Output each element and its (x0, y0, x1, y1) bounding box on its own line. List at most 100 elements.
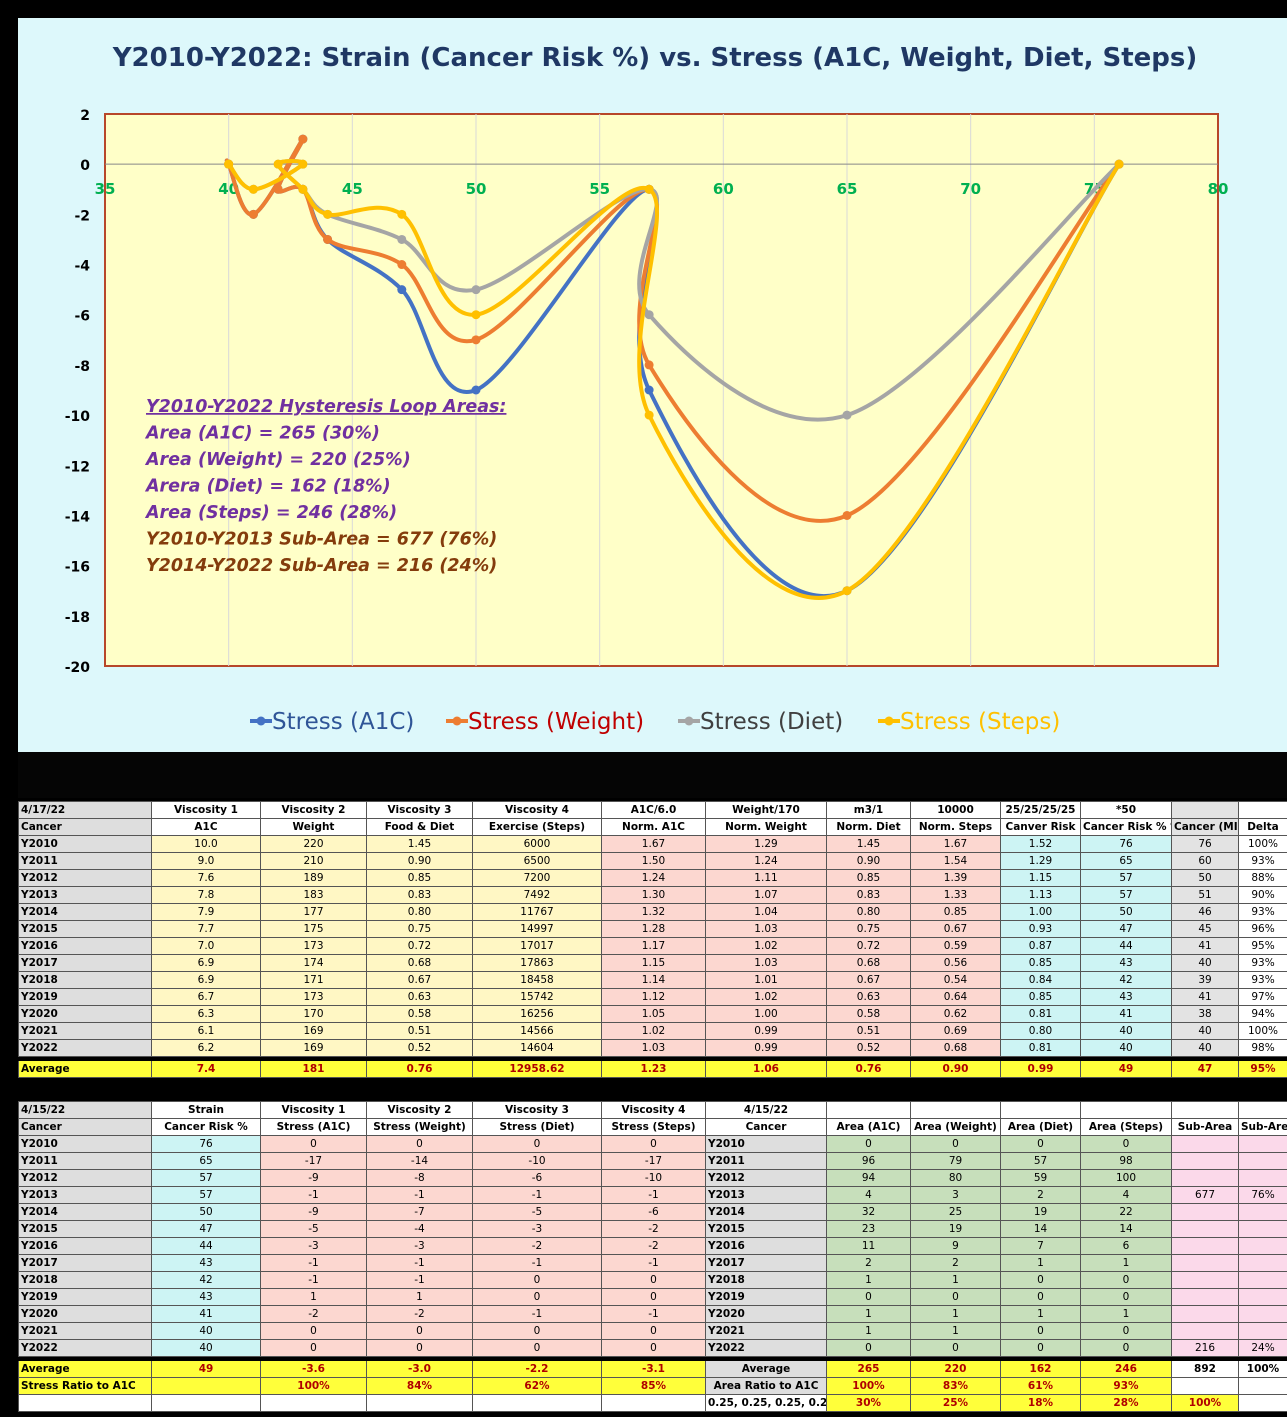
table-cell: A1C (151, 818, 261, 836)
table-cell: -1 (472, 1186, 602, 1204)
table-cell: 1.45 (366, 835, 473, 853)
table-cell (1171, 1101, 1239, 1119)
divider-strip (18, 752, 1287, 798)
series-group (224, 134, 1124, 600)
table-cell: Viscosity 4 (472, 801, 602, 819)
table-cell: 1 (260, 1288, 367, 1306)
x-tick-label: 45 (342, 180, 363, 198)
table-cell: 24% (1238, 1339, 1287, 1357)
table-cell: 0 (1000, 1339, 1081, 1357)
table-cell: 22 (1080, 1203, 1172, 1221)
table-cell (1238, 1101, 1287, 1119)
data-point (397, 285, 407, 295)
y-tick-label: -18 (65, 610, 90, 626)
table-cell: 7.6 (151, 869, 261, 887)
table-row: Y2017 6.9 174 0.68 17863 1.15 1.03 0.68 0.56 0.85… (18, 954, 1287, 972)
table-cell: 0 (472, 1135, 602, 1153)
chart-svg: Y2010-Y2022: Strain (Cancer Risk %) vs. … (65, 43, 1229, 735)
legend-label: Stress (Weight) (468, 709, 644, 735)
table-cell: 47 (1080, 920, 1172, 938)
table-cell: Stress Ratio to A1C (18, 1377, 152, 1395)
table-cell: 0.90 (826, 852, 911, 870)
table-cell: 50 (151, 1203, 261, 1221)
table-cell: -1 (260, 1254, 367, 1272)
table-cell: 0.81 (1000, 1039, 1081, 1057)
legend-marker (452, 716, 462, 726)
table-cell: 1.02 (601, 1022, 706, 1040)
table-cell: Y2015 (705, 1220, 827, 1238)
table-cell: 0.75 (826, 920, 911, 938)
table-cell: 65 (1080, 852, 1172, 870)
table-cell: 1 (1000, 1254, 1081, 1272)
y-tick-label: -8 (74, 359, 90, 375)
y-tick-label: -12 (65, 459, 90, 475)
table-cell: 7.4 (151, 1060, 261, 1078)
table-cell (910, 1101, 1001, 1119)
table-cell: -3.1 (601, 1360, 706, 1378)
table-cell: Y2013 (18, 1186, 152, 1204)
y-tick-label: 0 (80, 158, 90, 174)
table-cell: 1.14 (601, 971, 706, 989)
data-point (323, 234, 333, 244)
table-cell: Stress (Diet) (472, 1118, 602, 1136)
table-cell: 0.87 (1000, 937, 1081, 955)
table-cell: 93% (1238, 852, 1287, 870)
table-cell: Average (705, 1360, 827, 1378)
table-cell: 1 (826, 1305, 911, 1323)
table-cell: 44 (151, 1237, 261, 1255)
table-cell (260, 1394, 367, 1412)
table-cell: 173 (260, 937, 367, 955)
table-cell: 216 (1171, 1339, 1239, 1357)
table-cell (1171, 1237, 1239, 1255)
table-cell: Cancer Risk % (151, 1118, 261, 1136)
data-point (644, 184, 654, 194)
table-cell: Y2017 (705, 1254, 827, 1272)
table-cell: 15742 (472, 988, 602, 1006)
table-cell: 1.15 (601, 954, 706, 972)
y-tick-labels: 2 0 -2 -4 -6 -8 -10 -12 -14 -16 -18 -20 (65, 108, 91, 676)
table-row: Y2016 7.0 173 0.72 17017 1.17 1.02 0.72 0.59 0.87… (18, 937, 1287, 955)
table-cell: Area Ratio to A1C (705, 1377, 827, 1395)
table-cell: 51 (1171, 886, 1239, 904)
table-cell (472, 1394, 602, 1412)
table-cell: Weight/170 (705, 801, 827, 819)
table-cell: 93% (1238, 954, 1287, 972)
table-cell: 220 (260, 835, 367, 853)
x-tick-labels: 35 40 45 50 55 60 65 70 75 80 (95, 180, 1229, 198)
table-cell: 210 (260, 852, 367, 870)
table-row: Y2013 7.8 183 0.83 7492 1.30 1.07 0.83 1.33 1.13 5… (18, 886, 1287, 904)
table-cell: 30% (826, 1394, 911, 1412)
data-point (298, 184, 308, 194)
table-cell: 95% (1238, 937, 1287, 955)
table-cell: Area (A1C) (826, 1118, 911, 1136)
table-cell: 1.29 (1000, 852, 1081, 870)
table-cell (1238, 1169, 1287, 1187)
table-cell: 19 (910, 1220, 1001, 1238)
header-row: Cancer Cancer Risk % Stress (A1C) Stress (W… (18, 1118, 1287, 1136)
y-tick-label: -2 (74, 208, 90, 224)
table-cell: 1.67 (910, 835, 1001, 853)
table-cell: Y2012 (18, 1169, 152, 1187)
table-cell: 40 (1171, 1022, 1239, 1040)
table-cell: 6 (1080, 1237, 1172, 1255)
data-point (842, 586, 852, 596)
table-cell: Average (18, 1360, 152, 1378)
annotation-box: Y2010-Y2022 Hysteresis Loop Areas: Area (… (144, 397, 506, 576)
table-cell: 1 (910, 1322, 1001, 1340)
table-cell: -1 (366, 1186, 473, 1204)
table-cell: -5 (260, 1220, 367, 1238)
table-cell: 0 (1080, 1339, 1172, 1357)
table-cell: Y2019 (18, 988, 152, 1006)
table-cell: 0.25, 0.25, 0.25, 0.25 (705, 1394, 827, 1412)
table-cell: -3 (472, 1220, 602, 1238)
table-cell: 1.29 (705, 835, 827, 853)
table-cell: 4/15/22 (705, 1101, 827, 1119)
table-cell: 14604 (472, 1039, 602, 1057)
header-row: Cancer A1C Weight Food & Diet Exercise (Step… (18, 818, 1287, 836)
table-cell (1238, 1220, 1287, 1238)
table-cell: Y2022 (18, 1339, 152, 1357)
table-cell: *50 (1080, 801, 1172, 819)
table-row: Y2013 57 -1 -1 -1 -1 Y2013 4 3 2 4 677 76% (18, 1186, 1287, 1204)
table-cell: Area (Diet) (1000, 1118, 1081, 1136)
table-cell: 1 (826, 1322, 911, 1340)
